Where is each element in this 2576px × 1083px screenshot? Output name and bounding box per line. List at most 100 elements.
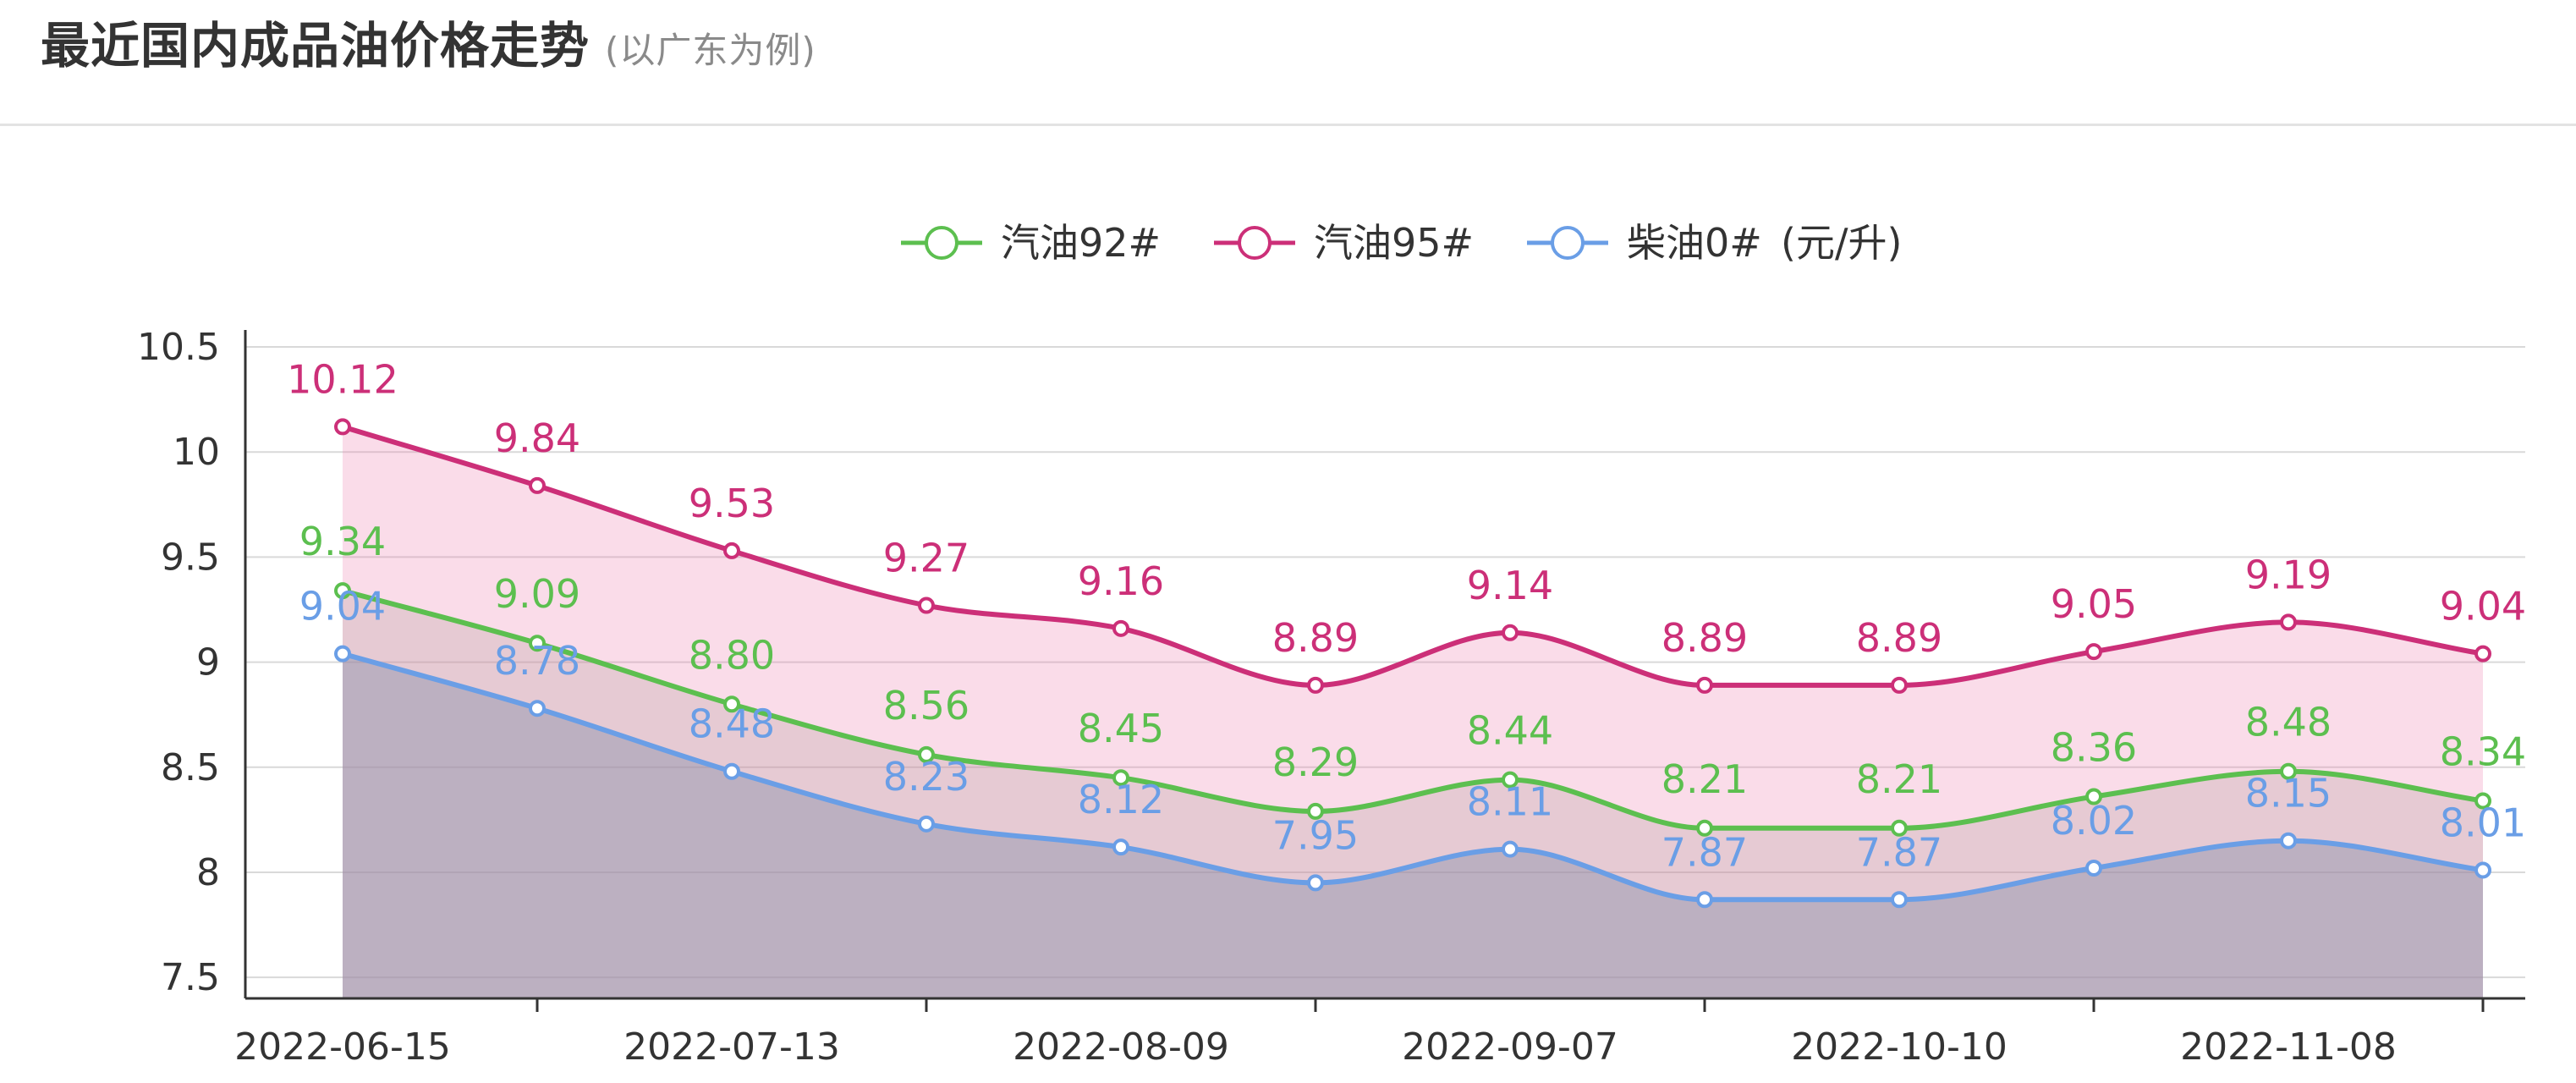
data-point[interactable]: [1891, 676, 1908, 694]
legend-label: 柴油0#: [1627, 220, 1762, 266]
x-tick-label: 2022-09-07: [1402, 1025, 1618, 1069]
data-point[interactable]: [2474, 645, 2491, 662]
data-point[interactable]: [1696, 891, 1713, 909]
legend-marker: [1551, 226, 1585, 260]
data-point[interactable]: [1112, 619, 1129, 637]
data-point[interactable]: [1502, 624, 1519, 641]
y-tick-label: 10: [173, 431, 220, 474]
x-tick-label: 2022-08-09: [1013, 1025, 1229, 1069]
axes: 7.5 8 8.5 9 9.5 10 10.5 2022-06-15 2022-07-13 202…: [137, 326, 2525, 1069]
data-point[interactable]: [529, 476, 546, 494]
chart-subtitle: (以广东为例): [605, 30, 816, 71]
chart-title-row: 最近国内成品油价格走势 (以广东为例): [41, 12, 816, 85]
data-point[interactable]: [918, 815, 935, 833]
data-label: 8.45: [1078, 706, 1164, 751]
x-tick-label: 2022-10-10: [1791, 1025, 2008, 1069]
data-label: 8.48: [689, 701, 775, 747]
data-label: 9.19: [2245, 552, 2332, 597]
data-label: 8.21: [1856, 756, 1942, 802]
y-tick-label: 8.5: [161, 746, 220, 789]
legend-item[interactable]: 柴油0#: [1527, 220, 1762, 266]
data-point[interactable]: [2280, 762, 2297, 780]
data-point[interactable]: [2085, 643, 2102, 661]
legend-label: 汽油95#: [1314, 220, 1474, 266]
series-line: [342, 424, 2484, 688]
data-label: 8.21: [1661, 756, 1748, 802]
grid-lines: [245, 346, 2525, 979]
data-point[interactable]: [1307, 874, 1324, 892]
data-point[interactable]: [723, 695, 740, 713]
data-label: 8.23: [883, 754, 969, 800]
data-label: 8.44: [1467, 708, 1553, 754]
y-tick-label: 9.5: [161, 536, 220, 579]
data-point[interactable]: [2474, 792, 2491, 810]
data-label: 8.48: [2245, 700, 2332, 745]
data-point[interactable]: [529, 635, 546, 652]
data-point[interactable]: [2474, 861, 2491, 879]
series-line: [342, 651, 2484, 903]
data-label: 8.02: [2051, 798, 2137, 844]
data-point[interactable]: [1891, 891, 1908, 909]
data-label: 9.27: [883, 536, 969, 581]
data-label: 8.12: [1078, 777, 1164, 822]
data-point[interactable]: [334, 582, 351, 600]
data-label: 7.95: [1272, 812, 1359, 858]
data-label: 9.16: [1078, 558, 1164, 604]
data-point[interactable]: [1502, 771, 1519, 789]
data-label: 10.12: [287, 356, 398, 402]
legend-marker: [1238, 226, 1272, 260]
legend-item[interactable]: 汽油95#: [1214, 220, 1474, 266]
data-point[interactable]: [2085, 788, 2102, 805]
data-label: 8.89: [1661, 615, 1748, 661]
data-points: [334, 418, 2491, 909]
data-point[interactable]: [1112, 769, 1129, 787]
data-label: 9.04: [299, 584, 386, 629]
chart-title: 最近国内成品油价格走势: [41, 17, 590, 74]
data-point[interactable]: [1696, 676, 1713, 694]
data-point[interactable]: [2085, 860, 2102, 877]
data-point[interactable]: [918, 745, 935, 763]
data-label: 8.15: [2245, 771, 2332, 816]
data-point[interactable]: [334, 645, 351, 662]
series-area: [343, 426, 2483, 998]
y-tick-label: 9: [196, 641, 220, 684]
data-label: 8.80: [689, 632, 775, 678]
data-point[interactable]: [918, 596, 935, 614]
series-lines: [342, 424, 2484, 903]
series-areas: [343, 426, 2483, 998]
data-label: 8.11: [1467, 779, 1553, 825]
legend[interactable]: 汽油92# 汽油95# 柴油0# (元/升): [901, 220, 1902, 266]
data-label: 8.01: [2440, 800, 2526, 845]
data-point[interactable]: [1307, 676, 1324, 694]
data-point[interactable]: [1891, 819, 1908, 837]
data-label: 8.89: [1856, 615, 1942, 661]
data-point[interactable]: [334, 418, 351, 436]
chart-header: 最近国内成品油价格走势 (以广东为例): [0, 0, 2576, 126]
data-point[interactable]: [1696, 819, 1713, 837]
data-label: 8.78: [494, 638, 580, 684]
data-label: 7.87: [1661, 829, 1748, 875]
data-point[interactable]: [529, 700, 546, 717]
data-label: 8.89: [1272, 615, 1359, 661]
x-tick-label: 2022-11-08: [2180, 1025, 2397, 1069]
data-label: 7.87: [1856, 829, 1942, 875]
y-tick-label: 8: [196, 851, 220, 894]
data-point[interactable]: [1307, 802, 1324, 820]
data-label: 9.53: [689, 481, 775, 526]
data-point[interactable]: [1112, 838, 1129, 856]
data-label: 9.04: [2440, 584, 2526, 629]
data-point[interactable]: [723, 542, 740, 559]
data-point[interactable]: [2280, 613, 2297, 631]
x-tick-label: 2022-07-13: [623, 1025, 840, 1069]
legend-marker: [925, 226, 958, 260]
data-point[interactable]: [1502, 840, 1519, 858]
y-tick-label: 7.5: [161, 956, 220, 999]
data-point[interactable]: [723, 762, 740, 780]
series-line: [342, 588, 2484, 831]
data-point[interactable]: [2280, 832, 2297, 849]
data-label: 9.84: [494, 415, 580, 461]
data-label: 8.29: [1272, 739, 1359, 785]
data-label: 8.56: [883, 683, 969, 728]
legend-item[interactable]: 汽油92#: [901, 220, 1161, 266]
